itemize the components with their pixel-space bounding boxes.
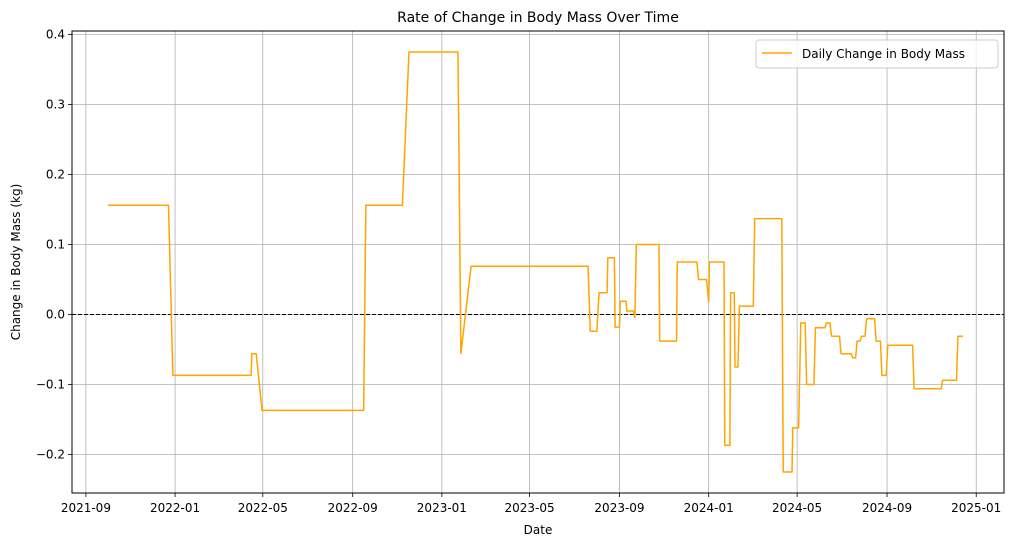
legend-box (755, 39, 999, 69)
x-tick-label: 2022-09 (328, 501, 378, 515)
x-tick-label: 2024-01 (684, 501, 734, 515)
x-tick-label: 2023-09 (594, 501, 644, 515)
y-tick-label: −0.1 (36, 378, 65, 392)
series-line (107, 51, 964, 473)
y-axis: −0.2 −0.1 0.0 0.1 0.2 0.3 0.4 (36, 28, 72, 462)
x-tick-label: 2021-09 (61, 501, 111, 515)
y-tick-label: 0.3 (46, 98, 65, 112)
plot-frame (71, 30, 1005, 494)
y-tick-label: 0.4 (46, 28, 65, 42)
y-tick-label: 0.0 (46, 308, 65, 322)
y-axis-title: Change in Body Mass (kg) (9, 184, 23, 341)
x-axis-title: Date (524, 523, 553, 537)
x-tick-label: 2025-01 (951, 501, 1001, 515)
x-axis: 2021-09 2022-01 2022-05 2022-09 2023-01 2023-… (61, 493, 1001, 515)
chart-title: Rate of Change in Body Mass Over Time (397, 10, 679, 26)
y-tick-label: 0.1 (46, 238, 65, 252)
x-tick-label: 2024-09 (862, 501, 912, 515)
x-tick-label: 2024-05 (772, 501, 822, 515)
x-tick-label: 2022-01 (150, 501, 200, 515)
legend: Daily Change in Body Mass (755, 39, 999, 69)
series-layer (107, 51, 964, 473)
legend-label: Daily Change in Body Mass (802, 47, 965, 61)
x-tick-label: 2022-05 (238, 501, 288, 515)
y-tick-label: 0.2 (46, 168, 65, 182)
y-tick-label: −0.2 (36, 448, 65, 462)
x-tick-label: 2023-01 (417, 501, 467, 515)
x-tick-label: 2023-05 (505, 501, 555, 515)
